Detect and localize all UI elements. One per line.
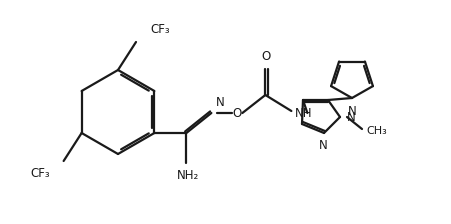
Text: CF₃: CF₃ bbox=[150, 23, 170, 36]
Text: NH: NH bbox=[295, 106, 313, 119]
Text: N: N bbox=[348, 105, 356, 118]
Text: N: N bbox=[318, 139, 327, 152]
Text: CH₃: CH₃ bbox=[366, 126, 387, 136]
Text: O: O bbox=[262, 50, 271, 63]
Text: CF₃: CF₃ bbox=[30, 167, 50, 180]
Text: N: N bbox=[347, 110, 356, 123]
Text: O: O bbox=[233, 106, 242, 119]
Text: N: N bbox=[216, 96, 225, 109]
Text: NH₂: NH₂ bbox=[177, 169, 199, 182]
